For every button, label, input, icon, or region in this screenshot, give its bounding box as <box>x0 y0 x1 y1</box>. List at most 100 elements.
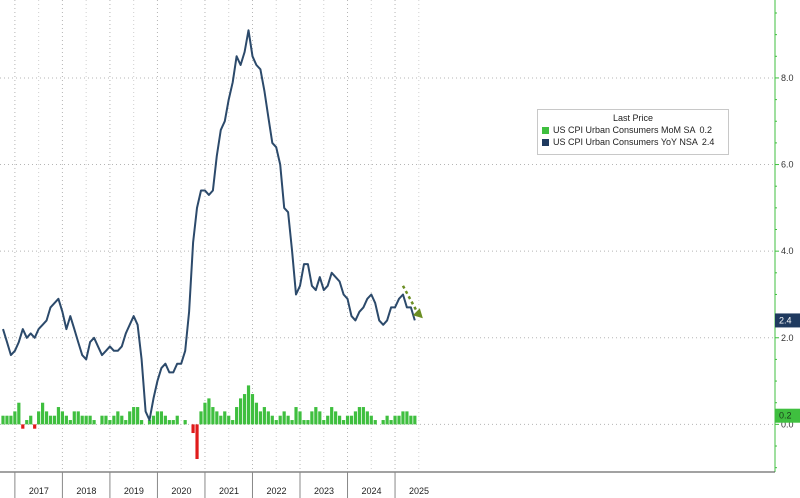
mom-bar-16 <box>64 415 68 425</box>
mom-bar-52 <box>207 398 211 425</box>
mom-bar-14 <box>56 407 61 425</box>
mom-bar-5 <box>21 424 25 429</box>
mom-bar-2 <box>9 415 13 425</box>
mom-bar-43 <box>171 420 175 425</box>
mom-bar-99 <box>393 415 397 425</box>
mom-bar-31 <box>124 420 128 425</box>
mom-bar-21 <box>84 415 88 425</box>
legend-entry-yoy: US CPI Urban Consumers YoY NSA 2.4 <box>542 137 728 147</box>
mom-bar-30 <box>120 415 124 425</box>
mom-bar-64 <box>254 402 259 425</box>
mom-bar-89 <box>353 411 358 425</box>
mom-bar-0 <box>1 415 5 425</box>
mom-bar-56 <box>223 411 227 425</box>
mom-bar-91 <box>361 407 365 425</box>
y-axis: 0.0 2.0 4.0 6.0 8.0 <box>774 0 794 472</box>
x-tick-label-2025: 2025 <box>409 486 429 496</box>
mom-bar-27 <box>108 420 112 425</box>
arrow-head <box>412 308 423 319</box>
mom-bar-7 <box>29 415 33 425</box>
mom-bar-18 <box>72 411 76 425</box>
mom-bar-28 <box>112 415 116 425</box>
mom-bar-32 <box>128 411 132 425</box>
x-tick-label-2017: 2017 <box>29 486 49 496</box>
mom-bar-102 <box>405 411 409 425</box>
mom-bar-93 <box>369 415 373 425</box>
mom-bar-4 <box>17 402 21 425</box>
mom-bar-10 <box>41 402 45 425</box>
legend: Last Price US CPI Urban Consumers MoM SA… <box>537 109 729 155</box>
mom-bar-49 <box>195 424 199 460</box>
mom-bar-15 <box>60 411 64 425</box>
x-tick-label-2022: 2022 <box>266 486 286 496</box>
y-tick-label-1: 2.0 <box>781 333 794 343</box>
mom-bar-68 <box>270 415 274 425</box>
arrow-shaft <box>401 285 419 314</box>
mom-bar-58 <box>231 420 235 425</box>
x-tick-label-2021: 2021 <box>219 486 239 496</box>
mom-bar-73 <box>290 420 294 425</box>
grid-lines <box>0 0 775 472</box>
mom-bar-87 <box>345 415 350 425</box>
legend-value-mom: 0.2 <box>699 125 713 135</box>
x-tick-label-2020: 2020 <box>171 486 191 496</box>
legend-label-yoy: US CPI Urban Consumers YoY NSA <box>553 137 698 147</box>
mom-bar-103 <box>409 415 413 425</box>
mom-bar-100 <box>397 415 401 425</box>
mom-bar-74 <box>294 407 298 425</box>
mom-bar-79 <box>314 407 318 425</box>
mom-bar-55 <box>219 415 223 425</box>
badge-yoy-label: 2.4 <box>779 315 792 325</box>
legend-entry-mom: US CPI Urban Consumers MoM SA 0.2 <box>542 125 728 135</box>
mom-bar-59 <box>235 407 239 425</box>
mom-bar-33 <box>132 407 136 425</box>
mom-bar-80 <box>318 411 322 425</box>
mom-bar-1 <box>5 415 9 425</box>
mom-bar-44 <box>175 415 179 425</box>
mom-bar-94 <box>373 420 377 425</box>
mom-bar-22 <box>88 415 92 425</box>
mom-bar-57 <box>227 415 231 425</box>
mom-bar-53 <box>211 407 215 425</box>
yoy-line-group <box>2 29 416 421</box>
mom-bar-82 <box>326 415 330 425</box>
x-tick-label-2024: 2024 <box>362 486 382 496</box>
mom-bar-3 <box>13 411 17 425</box>
mom-bar-54 <box>215 411 219 425</box>
mom-bar-37 <box>147 420 152 425</box>
mom-bar-46 <box>183 420 187 425</box>
mom-bar-81 <box>322 420 326 425</box>
mom-bar-65 <box>258 411 262 425</box>
x-tick-label-2023: 2023 <box>314 486 334 496</box>
legend-value-yoy: 2.4 <box>701 137 715 147</box>
mom-bar-9 <box>37 411 41 425</box>
mom-bar-83 <box>330 407 334 425</box>
mom-bar-88 <box>349 415 354 425</box>
mom-bar-17 <box>68 420 72 425</box>
mom-bars <box>1 385 417 460</box>
mom-bar-13 <box>52 415 57 425</box>
mom-bar-67 <box>266 411 270 425</box>
mom-bar-75 <box>298 411 302 425</box>
legend-title: Last Price <box>612 113 654 123</box>
mom-bar-34 <box>136 407 140 425</box>
mom-bar-26 <box>104 415 108 425</box>
mom-bar-29 <box>116 411 120 425</box>
mom-bar-77 <box>306 420 310 425</box>
mom-bar-104 <box>413 415 417 425</box>
mom-bar-72 <box>286 415 290 425</box>
mom-bar-11 <box>44 411 49 425</box>
mom-bar-69 <box>274 420 278 425</box>
mom-bar-19 <box>76 411 80 425</box>
yoy-line <box>2 29 416 421</box>
mom-bar-6 <box>25 420 29 425</box>
mom-bar-42 <box>167 420 171 425</box>
y-tick-label-2: 4.0 <box>781 246 794 256</box>
mom-bar-62 <box>246 385 251 425</box>
mom-bar-38 <box>151 415 156 425</box>
trend-arrow-icon <box>401 285 423 319</box>
mom-bar-71 <box>282 411 286 425</box>
x-axis: 2017 2018 2019 2020 2021 2022 2023 2024 2025 <box>0 471 775 498</box>
mom-bar-98 <box>389 420 393 425</box>
